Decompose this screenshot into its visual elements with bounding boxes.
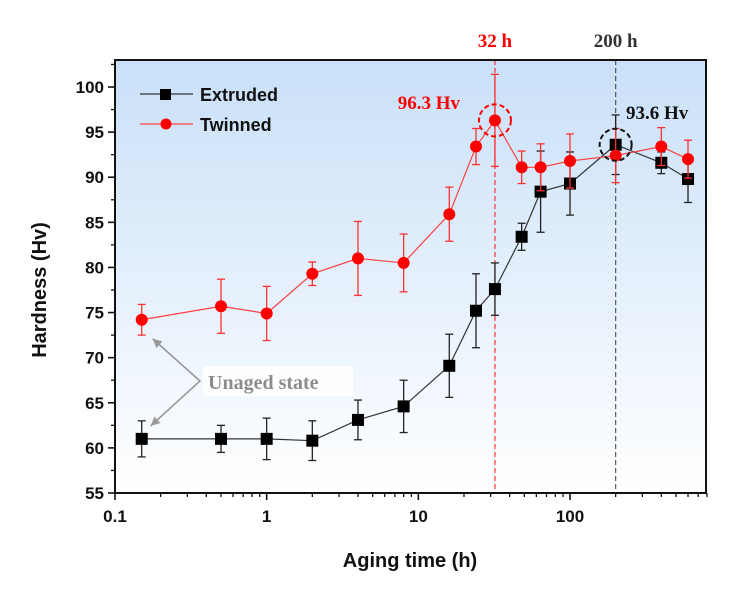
y-tick-label: 75: [85, 304, 104, 323]
data-point: [682, 173, 695, 186]
x-tick-label: 100: [556, 507, 584, 526]
x-axis-title: Aging time (h): [343, 550, 477, 572]
data-point: [469, 304, 482, 317]
data-point: [469, 140, 482, 153]
data-point: [443, 359, 456, 372]
arrow-head-extruded-icon: [150, 416, 161, 426]
reference-line-label: 200 h: [594, 31, 638, 52]
data-point: [515, 230, 528, 243]
data-point: [397, 400, 410, 413]
data-point: [351, 252, 364, 265]
legend-label-twinned: Twinned: [200, 115, 272, 135]
series-twinned: [135, 73, 695, 342]
data-point: [534, 161, 547, 174]
data-point: [306, 267, 319, 280]
y-tick-label: 95: [85, 123, 104, 142]
y-axis-title: Hardness (Hv): [29, 222, 51, 358]
data-point: [488, 114, 501, 127]
y-tick-label: 100: [76, 78, 104, 97]
data-point: [260, 432, 273, 445]
y-tick-label: 55: [85, 484, 104, 503]
data-point: [135, 313, 148, 326]
data-point: [534, 185, 547, 198]
data-point: [515, 161, 528, 174]
peak-circle-twinned: [477, 103, 512, 138]
x-tick-label: 0.1: [103, 507, 127, 526]
y-tick-label: 70: [85, 349, 104, 368]
legend-marker-extruded: [160, 89, 171, 100]
data-point: [306, 434, 319, 447]
data-point: [351, 413, 364, 426]
data-point: [135, 432, 148, 445]
data-point: [260, 307, 273, 320]
data-point: [609, 149, 622, 162]
legend: Extruded Twinned: [140, 85, 278, 135]
unaged-arrow-lines: [150, 338, 202, 427]
data-point: [564, 154, 576, 167]
y-tick-label: 80: [85, 258, 104, 277]
peak-circle-extruded: [598, 127, 633, 162]
y-tick-label: 60: [85, 439, 104, 458]
plot-frame: [114, 59, 707, 494]
y-tick-label: 90: [85, 168, 104, 187]
unaged-label-bg: [203, 366, 353, 396]
peak-label-extruded: 93.6 Hv: [626, 103, 689, 124]
data-point: [215, 300, 228, 313]
y-tick-label: 85: [85, 213, 104, 232]
data-point: [397, 256, 410, 269]
reference-line-label: 32 h: [478, 31, 513, 52]
data-point: [655, 140, 668, 153]
legend-label-extruded: Extruded: [200, 85, 278, 105]
y-tick-label: 65: [85, 394, 104, 413]
peak-label-twinned: 96.3 Hv: [398, 93, 461, 114]
series-extruded: [135, 114, 695, 462]
data-point: [215, 432, 228, 445]
x-tick-label: 10: [409, 507, 428, 526]
legend-marker-twinned: [160, 118, 172, 130]
plot-area: [115, 60, 706, 493]
arrow-head-twinned-icon: [152, 338, 163, 349]
data-point: [682, 153, 695, 166]
unaged-state-label: Unaged state: [208, 372, 319, 394]
data-point: [488, 283, 501, 296]
data-point: [443, 208, 456, 221]
x-tick-label: 1: [262, 507, 271, 526]
